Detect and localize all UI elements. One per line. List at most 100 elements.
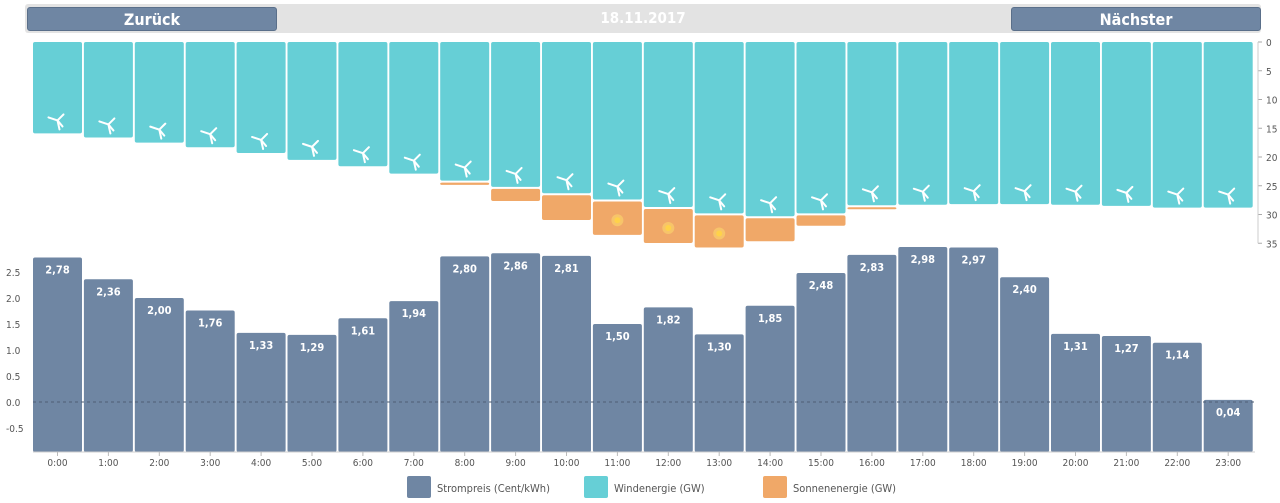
turbine-blade (921, 190, 929, 199)
price-data-label: 2,78 (45, 263, 70, 276)
turbine-blade (616, 179, 625, 188)
x-tick-label: 23:00 (1215, 458, 1241, 469)
wind-turbine-icon (912, 184, 930, 202)
turbine-blade (1227, 187, 1236, 196)
turbine-blade (361, 152, 369, 161)
sun-core (665, 224, 672, 231)
price-bar (1152, 342, 1202, 452)
next-button[interactable]: Nächster (1011, 7, 1261, 31)
turbine-blade (463, 160, 472, 169)
solar-bar (542, 195, 591, 220)
turbine-blade (98, 120, 110, 126)
wind-bar (1203, 42, 1253, 208)
wind-bar (338, 42, 388, 167)
price-bar (287, 334, 337, 452)
turbine-blade (565, 173, 574, 182)
x-tick-label: 2:00 (149, 458, 169, 469)
wind-turbine-icon (505, 166, 523, 184)
wind-bar (542, 42, 591, 194)
turbine-blade (412, 159, 420, 168)
wind-turbine-icon (1218, 187, 1236, 205)
turbine-blade (1125, 185, 1134, 194)
turbine-blade (311, 145, 318, 154)
back-button[interactable]: Zurück (27, 7, 277, 31)
wind-bar (898, 42, 948, 205)
wind-turbine-icon (403, 153, 421, 171)
price-bar (949, 247, 999, 452)
solar-bar (745, 218, 795, 242)
sun-icon (662, 221, 675, 234)
top-y-tick-label: 20 (1266, 153, 1278, 164)
top-y-tick-label: 0 (1266, 38, 1272, 49)
sun-icon (611, 214, 624, 227)
sun-icon (713, 227, 726, 240)
price-y-tick-label: 0.5 (6, 372, 20, 383)
turbine-blade (352, 149, 364, 155)
price-bar (745, 305, 795, 452)
top-y-tick-label: 30 (1266, 211, 1278, 222)
turbine-blade (972, 184, 981, 193)
turbine-blade (260, 138, 268, 147)
price-bar (389, 301, 439, 452)
price-bar (847, 254, 897, 452)
turbine-blade (921, 184, 930, 193)
price-bar (236, 332, 286, 452)
wind-bar (440, 42, 490, 181)
wind-turbine-icon (963, 184, 981, 202)
turbine-blade (1176, 193, 1184, 202)
price-data-label: 2,86 (503, 259, 528, 272)
wind-bar (1051, 42, 1100, 205)
turbine-blade (1014, 187, 1026, 193)
solar-bar (491, 188, 541, 201)
x-tick-label: 11:00 (604, 458, 630, 469)
wind-turbine-icon (811, 193, 828, 211)
wind-bar (83, 42, 133, 138)
wind-bar (745, 42, 795, 217)
solar-bar (796, 215, 846, 226)
x-tick-label: 3:00 (200, 458, 220, 469)
turbine-blade (556, 176, 568, 182)
sun-core (614, 217, 621, 224)
turbine-blade (658, 190, 670, 196)
x-tick-label: 9:00 (505, 458, 525, 469)
turbine-blade (607, 182, 619, 188)
x-tick-label: 14:00 (757, 458, 783, 469)
price-bar (33, 257, 82, 452)
turbine-blade (1023, 190, 1031, 199)
price-data-label: 1,27 (1114, 342, 1139, 355)
price-data-label: 1,33 (249, 339, 274, 352)
turbine-blade (811, 196, 822, 202)
x-tick-label: 17:00 (910, 458, 936, 469)
wind-bar (949, 42, 999, 205)
wind-turbine-icon (149, 122, 167, 140)
turbine-blade (1167, 190, 1179, 196)
turbine-blade (861, 188, 873, 194)
turbine-blade (963, 187, 975, 193)
wind-turbine-icon (1014, 184, 1032, 202)
turbine-blade (972, 190, 980, 199)
price-data-label: 0,04 (1216, 406, 1241, 419)
turbine-blade (158, 128, 166, 137)
wind-bar (389, 42, 439, 174)
x-tick-label: 22:00 (1164, 458, 1190, 469)
solar-bar (847, 207, 897, 210)
wind-bar (592, 42, 642, 200)
price-data-label: 1,14 (1165, 349, 1190, 362)
price-data-label: 2,00 (147, 304, 172, 317)
legend-swatch (584, 476, 608, 498)
wind-bar (287, 42, 337, 160)
x-tick-label: 21:00 (1113, 458, 1139, 469)
wind-bar (491, 42, 541, 187)
price-y-tick-label: 1.5 (6, 320, 20, 331)
turbine-blade (769, 202, 777, 211)
wind-bar (643, 42, 693, 208)
solar-bar (440, 182, 490, 185)
turbine-blade (463, 166, 471, 175)
x-tick-label: 6:00 (353, 458, 373, 469)
legend-label: Sonnenenergie (GW) (793, 482, 896, 495)
wind-turbine-icon (861, 185, 879, 203)
turbine-blade (667, 193, 675, 202)
legend-swatch (407, 476, 431, 498)
turbine-blade (870, 191, 878, 200)
wind-turbine-icon (607, 179, 625, 197)
